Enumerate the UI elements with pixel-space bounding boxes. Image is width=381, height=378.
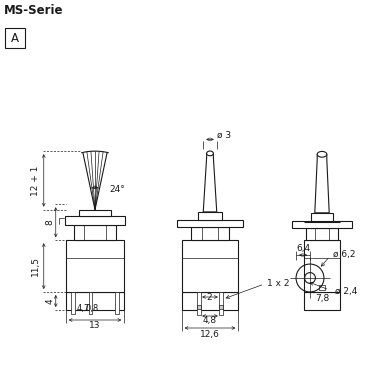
Text: 24°: 24° xyxy=(109,185,125,194)
Polygon shape xyxy=(315,154,329,213)
Ellipse shape xyxy=(207,151,213,156)
Bar xyxy=(65,216,125,225)
Text: ø 2,4: ø 2,4 xyxy=(335,287,358,296)
Text: 4: 4 xyxy=(45,298,54,304)
Bar xyxy=(182,240,239,292)
Bar xyxy=(291,221,352,228)
Bar xyxy=(319,285,325,290)
Text: 0,8: 0,8 xyxy=(85,304,99,313)
Bar xyxy=(5,28,25,48)
Text: ø 6,2: ø 6,2 xyxy=(333,249,355,259)
Bar xyxy=(79,210,111,216)
Text: 12 + 1: 12 + 1 xyxy=(31,165,40,195)
Bar xyxy=(219,292,223,315)
Ellipse shape xyxy=(317,152,327,157)
Bar xyxy=(304,240,339,292)
Bar xyxy=(197,292,201,315)
Bar xyxy=(89,292,92,314)
Bar xyxy=(311,213,333,221)
Bar xyxy=(191,227,229,240)
Text: 1 x 2: 1 x 2 xyxy=(267,279,290,288)
Bar xyxy=(219,305,223,309)
Text: 4,8: 4,8 xyxy=(203,316,217,325)
Text: 13: 13 xyxy=(89,322,101,330)
Bar xyxy=(304,292,339,310)
Bar xyxy=(66,292,124,310)
Bar xyxy=(182,292,239,310)
Text: 8: 8 xyxy=(45,219,54,225)
Bar xyxy=(74,225,116,240)
Bar xyxy=(66,240,124,292)
Text: MS-Serie: MS-Serie xyxy=(4,4,64,17)
Text: 7,8: 7,8 xyxy=(315,294,329,304)
Bar xyxy=(197,305,201,309)
Text: 11,5: 11,5 xyxy=(31,256,40,276)
Text: A: A xyxy=(11,31,19,45)
Text: ø 3: ø 3 xyxy=(217,131,231,140)
Polygon shape xyxy=(203,153,217,212)
Bar xyxy=(306,228,338,240)
Text: 4,7: 4,7 xyxy=(77,304,90,313)
Bar xyxy=(71,292,75,314)
Bar xyxy=(178,220,243,227)
Bar xyxy=(115,292,119,314)
Text: 6,4: 6,4 xyxy=(296,243,310,253)
Text: 2: 2 xyxy=(207,293,212,302)
Bar xyxy=(198,212,223,220)
Text: 12,6: 12,6 xyxy=(200,330,220,339)
